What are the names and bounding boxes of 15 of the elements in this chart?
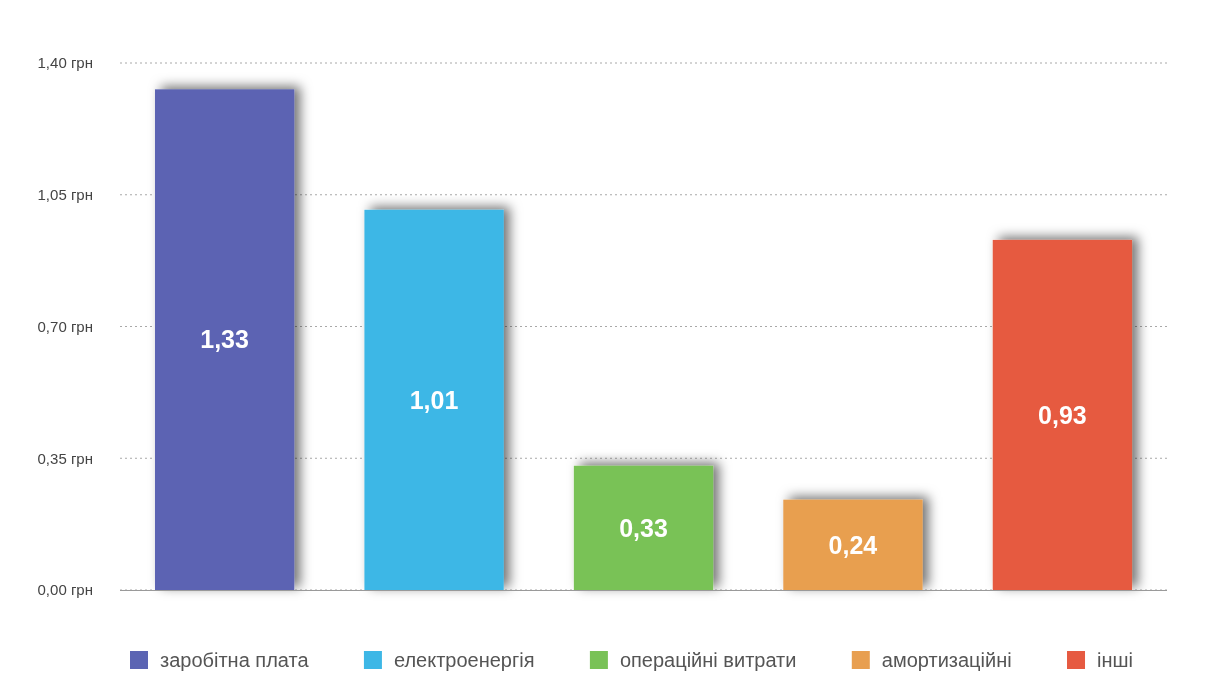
y-tick-label: 0,70 грн [37,317,93,335]
y-tick-label: 0,35 грн [37,449,93,467]
legend-label: операційні витрати [619,649,797,671]
legend-label: амортизаційні [881,649,1012,671]
y-tick-label: 1,40 грн [37,54,93,72]
data-label: 0,33 [619,513,668,542]
data-label: 0,93 [1038,400,1087,429]
data-label: 1,33 [200,325,249,354]
legend-label: заробітна плата [160,649,310,671]
data-label: 1,01 [409,385,459,414]
y-tick-label: 1,05 грн [37,186,93,204]
y-tick-label: 0,00 грн [37,581,93,599]
legend-label: інші [1097,649,1133,671]
data-label: 0,24 [828,530,878,559]
legend-label: електроенергія [393,649,535,671]
